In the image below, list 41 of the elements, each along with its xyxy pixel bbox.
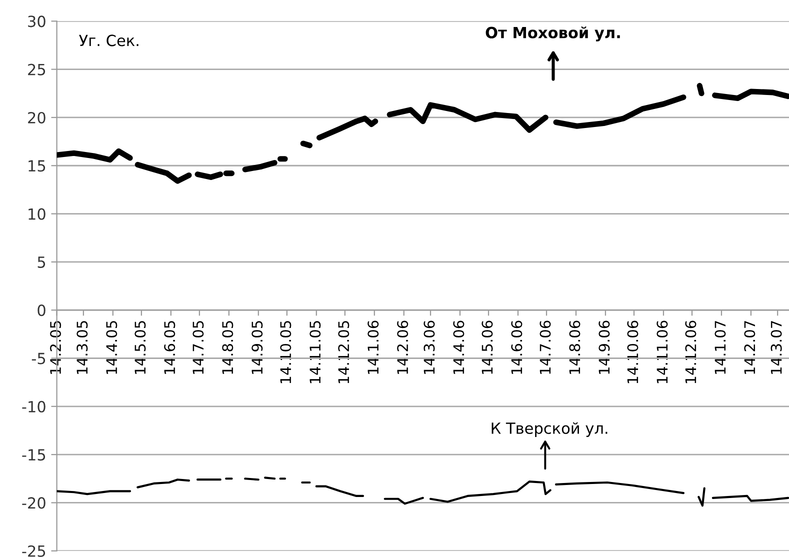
annotation: К Тверской ул. — [492, 422, 608, 437]
x-tick-label: 14.3.06 — [424, 320, 435, 374]
x-tick-label: 14.5.05 — [134, 321, 146, 374]
x-tick-label: 14.10.05 — [280, 321, 292, 384]
x-tick-label: 14.6.05 — [164, 321, 176, 374]
x-tick-label: 14.4.06 — [453, 320, 464, 374]
annotation: От Моховой ул. — [486, 26, 620, 42]
x-tick-label: 14.4.05 — [106, 321, 118, 374]
x-tick-label: 14.2.05 — [50, 321, 62, 374]
x-tick-label: 14.1.07 — [714, 321, 726, 374]
y-tick-label: -20 — [22, 497, 46, 509]
y-tick-label: 0 — [38, 304, 46, 316]
x-tick-label: 14.3.05 — [76, 321, 88, 374]
x-tick-label: 14.8.05 — [222, 321, 234, 374]
x-tick-label: 14.8.06 — [569, 320, 580, 374]
x-tick-label: 14.12.05 — [338, 321, 350, 384]
x-tick-label: 14.11.05 — [310, 321, 321, 384]
x-tick-label: 14.9.06 — [598, 320, 610, 374]
y-tick-label: -25 — [22, 545, 46, 557]
x-tick-label: 14.10.06 — [627, 320, 638, 384]
y-tick-label: -10 — [22, 400, 46, 412]
x-tick-label: 14.3.07 — [770, 321, 782, 374]
y-tick-label: -5 — [32, 352, 46, 364]
y-tick-label: -15 — [22, 449, 46, 461]
x-tick-label: 14.5.06 — [482, 320, 493, 374]
y-tick-label: 25 — [28, 64, 46, 76]
x-tick-label: 14.11.06 — [656, 320, 668, 384]
x-tick-label: 14.7.06 — [540, 320, 551, 374]
annotation: Уг. Сек. — [79, 34, 138, 46]
y-tick-label: 10 — [28, 208, 46, 220]
x-tick-label: 14.7.05 — [192, 321, 204, 374]
x-tick-label: 14.2.06 — [397, 320, 408, 374]
x-tick-label: 14.2.07 — [744, 321, 756, 374]
x-tick-label: 14.1.06 — [368, 320, 379, 374]
y-tick-label: 20 — [28, 112, 46, 124]
x-tick-label: 14.6.06 — [511, 320, 522, 374]
x-tick-label: 14.12.06 — [685, 320, 696, 384]
y-tick-label: 5 — [38, 256, 46, 268]
y-tick-label: 15 — [28, 160, 46, 172]
y-tick-label: 30 — [28, 16, 46, 28]
x-tick-label: 14.9.05 — [252, 321, 263, 374]
